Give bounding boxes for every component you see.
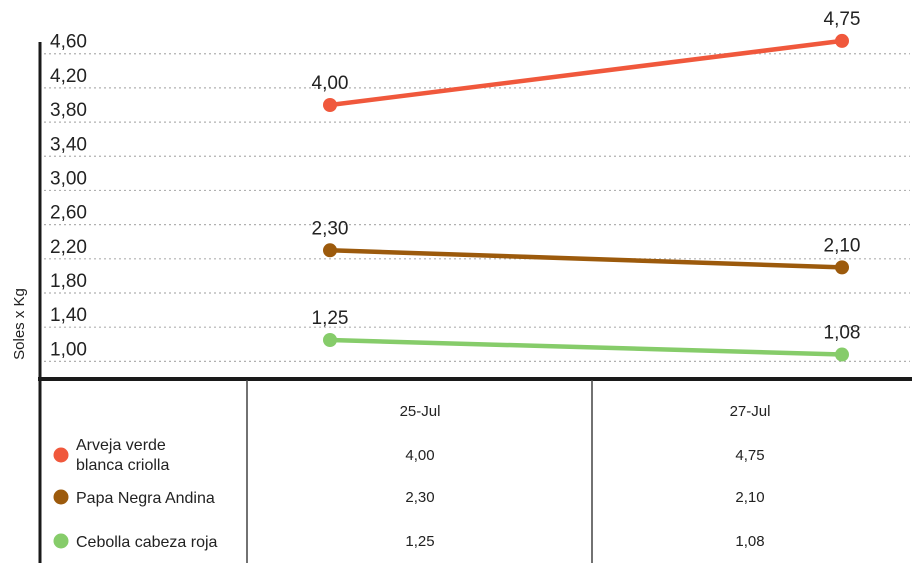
legend-marker <box>53 533 69 549</box>
data-label: 1,08 <box>824 323 861 344</box>
data-label: 2,10 <box>824 235 861 256</box>
table-value: 1,08 <box>735 533 764 550</box>
table-value: 2,10 <box>735 489 764 506</box>
y-tick-label: 1,00 <box>50 339 87 360</box>
table-value: 1,25 <box>405 533 434 550</box>
data-point <box>323 333 337 347</box>
y-tick-label: 4,60 <box>50 32 87 53</box>
y-tick-label: 2,60 <box>50 203 87 224</box>
series-line <box>329 248 843 270</box>
legend-label: blanca criolla <box>76 457 169 474</box>
y-tick-label: 1,40 <box>50 305 87 326</box>
data-point <box>835 33 849 48</box>
y-tick-label: 3,40 <box>50 134 87 155</box>
table-value: 4,75 <box>735 447 764 464</box>
y-tick-labels: 4,60 4,20 3,80 3,40 3,00 2,60 2,20 1,80 1,40 1,00 <box>50 32 87 361</box>
data-table: 25-Jul 27-Jul Arveja verde blanca criolla 4,… <box>53 380 771 563</box>
data-point <box>835 260 849 275</box>
data-label: 2,30 <box>312 218 349 239</box>
y-tick-label: 1,80 <box>50 271 87 292</box>
y-tick-label: 4,20 <box>50 66 87 87</box>
legend-label: Cebolla cabeza roja <box>76 534 218 551</box>
category-label: 25-Jul <box>400 403 441 420</box>
table-value: 2,30 <box>405 489 434 506</box>
category-label: 27-Jul <box>730 403 771 420</box>
legend-marker <box>53 489 69 505</box>
table-value: 4,00 <box>405 447 434 464</box>
y-tick-label: 3,00 <box>50 168 87 189</box>
data-point <box>323 243 337 258</box>
gridlines <box>44 53 910 362</box>
legend-label: Papa Negra Andina <box>76 490 215 507</box>
series-lines: 4,00 4,75 2,30 2,10 1,25 1,08 <box>312 9 861 362</box>
data-label: 4,00 <box>312 73 349 94</box>
series-line <box>329 337 843 357</box>
series-line <box>329 38 843 108</box>
y-tick-label: 2,20 <box>50 237 87 258</box>
axes <box>38 42 912 565</box>
legend-label: Arveja verde <box>76 437 166 454</box>
y-tick-label: 3,80 <box>50 100 87 121</box>
data-point <box>835 347 849 362</box>
y-axis-label: Soles x Kg <box>11 288 28 360</box>
data-label: 1,25 <box>312 308 349 329</box>
data-label: 4,75 <box>824 9 861 30</box>
data-point <box>323 98 337 112</box>
legend-marker <box>53 447 69 463</box>
